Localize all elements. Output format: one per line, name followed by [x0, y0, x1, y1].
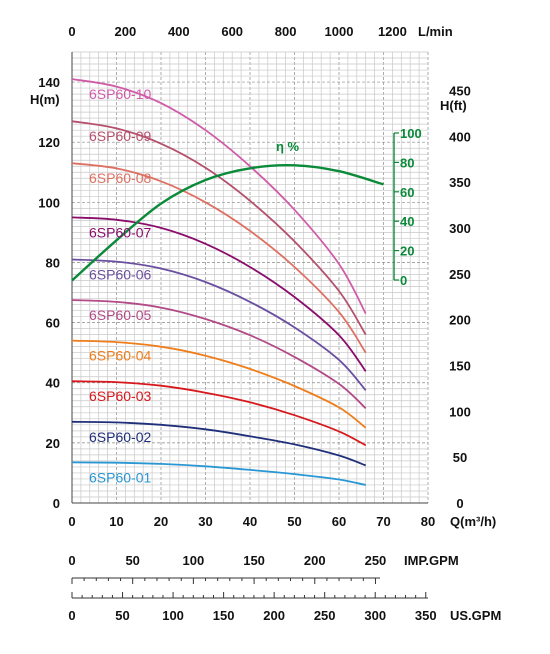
tick-labels: 0 10 20 30 40 50 60 70 8002040608010012014005010… — [38, 24, 471, 623]
y-right-tick-label: 100 — [449, 404, 471, 419]
y-left-tick-label: 100 — [38, 195, 60, 210]
y-right-tick-label: 200 — [449, 313, 471, 328]
curve-label-6sp60-01: 6SP60-01 — [89, 469, 151, 485]
head-curve-6sp60-08 — [71, 162, 367, 354]
left-axis-label: H(m) — [30, 92, 60, 107]
x-tick-label: 50 — [287, 514, 301, 529]
right-axis-label: H(ft) — [440, 98, 467, 113]
us-gpm-tick-label: 0 — [68, 608, 75, 623]
x-tick-label: 40 — [243, 514, 257, 529]
us-gpm-tick-label: 100 — [162, 608, 184, 623]
y-left-tick-label: 140 — [38, 75, 60, 90]
efficiency-tick-label: 20 — [400, 244, 414, 259]
head-curve-6sp60-09 — [71, 120, 367, 336]
efficiency-label: η % — [276, 139, 300, 154]
imp-gpm-tick-label: 150 — [243, 553, 265, 568]
x-tick-label: 20 — [154, 514, 168, 529]
us-gpm-label: US.GPM — [450, 608, 501, 623]
us-gpm-tick-label: 150 — [213, 608, 235, 623]
efficiency-curve — [71, 163, 384, 282]
head-curve-6sp60-02 — [71, 420, 367, 467]
curve-label-6sp60-02: 6SP60-02 — [89, 429, 151, 445]
x-tick-label: 70 — [376, 514, 390, 529]
curve-label-6sp60-03: 6SP60-03 — [89, 388, 151, 404]
efficiency-tick-label: 100 — [400, 126, 422, 141]
top-tick-label: 200 — [115, 24, 137, 39]
top-tick-label: 0 — [68, 24, 75, 39]
top-axis-label: L/min — [418, 24, 453, 39]
x-tick-label: 60 — [332, 514, 346, 529]
y-left-tick-label: 40 — [46, 376, 60, 391]
head-curve-6sp60-10 — [71, 78, 367, 315]
y-right-tick-label: 50 — [453, 450, 467, 465]
us-gpm-tick-label: 350 — [415, 608, 437, 623]
head-curve-6sp60-03 — [71, 380, 367, 447]
y-left-tick-label: 80 — [46, 255, 60, 270]
y-right-tick-label: 0 — [456, 496, 463, 511]
imp-gpm-label: IMP.GPM — [404, 553, 459, 568]
head-curve-6sp60-04 — [71, 339, 367, 429]
curve-label-6sp60-08: 6SP60-08 — [89, 170, 151, 186]
axis-units: H(m) H(ft) L/min Q(m³/h) η % IMP.GPM US.… — [30, 24, 501, 623]
head-curve-6sp60-07 — [71, 216, 367, 372]
head-curves — [71, 78, 367, 486]
curve-label-6sp60-07: 6SP60-07 — [89, 224, 151, 240]
efficiency-curve-group: 0 20 40 60 80 100 — [71, 126, 422, 288]
us-gpm-tick-label: 300 — [364, 608, 386, 623]
curve-label-6sp60-10: 6SP60-10 — [89, 86, 151, 102]
top-tick-label: 400 — [168, 24, 190, 39]
y-right-tick-label: 400 — [449, 129, 471, 144]
y-right-tick-label: 150 — [449, 359, 471, 374]
y-left-tick-label: 0 — [53, 496, 60, 511]
efficiency-tick-label: 80 — [400, 155, 414, 170]
top-tick-label: 600 — [221, 24, 243, 39]
imp-gpm-tick-label: 0 — [68, 553, 75, 568]
top-tick-label: 800 — [275, 24, 297, 39]
y-left-tick-label: 120 — [38, 135, 60, 150]
efficiency-tick-label: 0 — [400, 273, 407, 288]
efficiency-tick-label: 60 — [400, 185, 414, 200]
curve-label-6sp60-06: 6SP60-06 — [89, 266, 151, 282]
x-tick-label: 0 — [68, 514, 75, 529]
imp-gpm-tick-label: 50 — [125, 553, 139, 568]
curve-label-6sp60-09: 6SP60-09 — [89, 128, 151, 144]
x-tick-label: 80 — [421, 514, 435, 529]
curve-label-6sp60-05: 6SP60-05 — [89, 307, 151, 323]
us-gpm-tick-label: 250 — [314, 608, 336, 623]
axes — [71, 52, 428, 504]
x-tick-label: 10 — [109, 514, 123, 529]
imp-gpm-tick-label: 250 — [365, 553, 387, 568]
us-gpm-tick-label: 50 — [115, 608, 129, 623]
head-curve-6sp60-05 — [71, 299, 367, 409]
head-curve-6sp60-06 — [71, 258, 367, 391]
us-gpm-tick-label: 200 — [263, 608, 285, 623]
x-tick-label: 30 — [198, 514, 212, 529]
top-tick-label: 1200 — [378, 24, 407, 39]
grid — [71, 51, 429, 504]
head-curve-6sp60-01 — [71, 461, 366, 486]
y-right-tick-label: 450 — [449, 84, 471, 99]
y-right-tick-label: 250 — [449, 267, 471, 282]
y-left-tick-label: 20 — [46, 436, 60, 451]
y-left-tick-label: 60 — [46, 316, 60, 331]
efficiency-tick-label: 40 — [400, 214, 414, 229]
imp-gpm-tick-label: 100 — [183, 553, 205, 568]
y-right-tick-label: 350 — [449, 175, 471, 190]
y-right-tick-label: 300 — [449, 221, 471, 236]
curve-labels: 6SP60-01 6SP60-02 6SP60-03 6SP60-04 6SP60-05… — [89, 86, 151, 485]
curve-label-6sp60-04: 6SP60-04 — [89, 348, 151, 364]
imp-gpm-tick-label: 200 — [304, 553, 326, 568]
x-axis-label: Q(m³/h) — [450, 514, 496, 529]
top-tick-label: 1000 — [325, 24, 354, 39]
